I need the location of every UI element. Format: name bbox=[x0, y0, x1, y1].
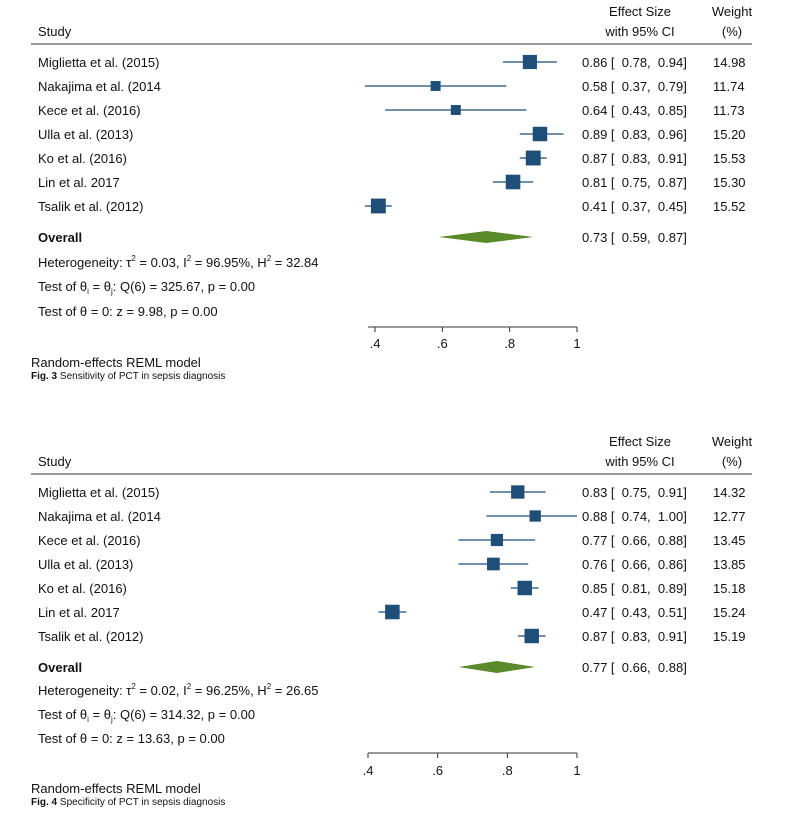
forest-plot-svg: Study Effect Size with 95% CI Weight (%) Migl… bbox=[31, 434, 753, 808]
x-tick-label: .8 bbox=[502, 763, 513, 778]
effect-marker bbox=[385, 604, 400, 620]
x-tick-label: .4 bbox=[370, 336, 381, 351]
weight-value: 13.45 bbox=[713, 533, 746, 548]
weight-value: 15.52 bbox=[713, 199, 746, 214]
x-tick-label: 1 bbox=[573, 336, 580, 351]
effect-size-header: Effect Size bbox=[609, 4, 671, 19]
test-zero-effect: Test of θ = 0: z = 9.98, p = 0.00 bbox=[38, 304, 218, 319]
weight-value: 14.98 bbox=[713, 55, 746, 70]
effect-ci-value: 0.88 [ 0.74, 1.00] bbox=[582, 509, 687, 524]
weight-value: 15.24 bbox=[713, 605, 746, 620]
effect-marker bbox=[524, 628, 539, 644]
weight-value: 15.20 bbox=[713, 127, 746, 142]
study-column-header: Study bbox=[38, 24, 72, 39]
effect-ci-value: 0.76 [ 0.66, 0.86] bbox=[582, 557, 687, 572]
study-name: Ulla et al. (2013) bbox=[38, 127, 133, 142]
effect-marker bbox=[450, 105, 461, 115]
x-tick-label: 1 bbox=[573, 763, 580, 778]
heterogeneity-stats: Heterogeneity: τ2 = 0.02, I2 = 96.25%, H… bbox=[38, 682, 319, 698]
weight-value: 12.77 bbox=[713, 509, 746, 524]
effect-marker bbox=[522, 54, 537, 70]
weight-unit-header: (%) bbox=[722, 454, 742, 469]
model-note: Random-effects REML model bbox=[31, 781, 201, 796]
overall-label: Overall bbox=[38, 660, 82, 675]
study-name: Nakajima et al. (2014 bbox=[38, 79, 161, 94]
weight-value: 15.19 bbox=[713, 629, 746, 644]
effect-marker bbox=[430, 81, 441, 91]
study-name: Lin et al. 2017 bbox=[38, 175, 120, 190]
effect-marker bbox=[517, 580, 532, 596]
effect-ci-value: 0.64 [ 0.43, 0.85] bbox=[582, 103, 687, 118]
study-name: Lin et al. 2017 bbox=[38, 605, 120, 620]
effect-size-header: Effect Size bbox=[609, 434, 671, 449]
model-note: Random-effects REML model bbox=[31, 355, 201, 370]
figure-caption: Fig. 4 Specificity of PCT in sepsis diag… bbox=[31, 797, 225, 808]
overall-label: Overall bbox=[38, 230, 82, 245]
forest-plot-svg: Study Effect Size with 95% CI Weight (%) Migl… bbox=[31, 4, 753, 382]
effect-ci-value: 0.81 [ 0.75, 0.87] bbox=[582, 175, 687, 190]
study-name: Ko et al. (2016) bbox=[38, 581, 127, 596]
effect-marker bbox=[487, 557, 500, 571]
effect-ci-value: 0.41 [ 0.37, 0.45] bbox=[582, 199, 687, 214]
weight-value: 14.32 bbox=[713, 485, 746, 500]
heterogeneity-stats: Heterogeneity: τ2 = 0.03, I2 = 96.95%, H… bbox=[38, 254, 319, 270]
effect-marker bbox=[370, 198, 386, 214]
x-tick-label: .4 bbox=[363, 763, 374, 778]
overall-effect-value: 0.77 [ 0.66, 0.88] bbox=[582, 660, 687, 675]
effect-marker bbox=[490, 533, 503, 547]
overall-effect-value: 0.73 [ 0.59, 0.87] bbox=[582, 230, 687, 245]
effect-marker bbox=[505, 174, 521, 190]
study-name: Miglietta et al. (2015) bbox=[38, 485, 159, 500]
x-tick-label: .8 bbox=[504, 336, 515, 351]
study-name: Ulla et al. (2013) bbox=[38, 557, 133, 572]
figure-caption: Fig. 3 Sensitivity of PCT in sepsis diag… bbox=[31, 371, 225, 382]
overall-diamond bbox=[458, 661, 536, 673]
effect-ci-header: with 95% CI bbox=[604, 24, 674, 39]
forest-plot-specificity: Study Effect Size with 95% CI Weight (%) Migl… bbox=[0, 430, 800, 819]
effect-ci-value: 0.87 [ 0.83, 0.91] bbox=[582, 629, 687, 644]
study-name: Nakajima et al. (2014 bbox=[38, 509, 161, 524]
effect-ci-value: 0.47 [ 0.43, 0.51] bbox=[582, 605, 687, 620]
study-name: Ko et al. (2016) bbox=[38, 151, 127, 166]
weight-unit-header: (%) bbox=[722, 24, 742, 39]
effect-marker bbox=[525, 150, 541, 166]
weight-value: 15.30 bbox=[713, 175, 746, 190]
overall-diamond bbox=[438, 231, 534, 243]
effect-marker bbox=[511, 485, 525, 499]
effect-ci-value: 0.83 [ 0.75, 0.91] bbox=[582, 485, 687, 500]
study-name: Miglietta et al. (2015) bbox=[38, 55, 159, 70]
weight-value: 11.74 bbox=[713, 79, 745, 94]
test-equal-effects: Test of θi = θj: Q(6) = 314.32, p = 0.00 bbox=[38, 707, 255, 724]
x-tick-label: .6 bbox=[437, 336, 448, 351]
study-column-header: Study bbox=[38, 454, 72, 469]
test-equal-effects: Test of θi = θj: Q(6) = 325.67, p = 0.00 bbox=[38, 279, 255, 296]
effect-ci-header: with 95% CI bbox=[604, 454, 674, 469]
effect-ci-value: 0.87 [ 0.83, 0.91] bbox=[582, 151, 687, 166]
effect-marker bbox=[529, 510, 541, 522]
weight-header: Weight bbox=[712, 434, 753, 449]
effect-ci-value: 0.58 [ 0.37, 0.79] bbox=[582, 79, 687, 94]
forest-plot-sensitivity: Study Effect Size with 95% CI Weight (%) Migl… bbox=[31, 4, 753, 382]
study-name: Kece et al. (2016) bbox=[38, 103, 141, 118]
study-name: Kece et al. (2016) bbox=[38, 533, 141, 548]
weight-value: 15.53 bbox=[713, 151, 746, 166]
x-tick-label: .6 bbox=[432, 763, 443, 778]
weight-header: Weight bbox=[712, 4, 753, 19]
effect-ci-value: 0.89 [ 0.83, 0.96] bbox=[582, 127, 687, 142]
study-name: Tsalik et al. (2012) bbox=[38, 629, 144, 644]
effect-ci-value: 0.85 [ 0.81, 0.89] bbox=[582, 581, 687, 596]
study-name: Tsalik et al. (2012) bbox=[38, 199, 144, 214]
test-zero-effect: Test of θ = 0: z = 13.63, p = 0.00 bbox=[38, 731, 225, 746]
weight-value: 11.73 bbox=[713, 103, 745, 118]
effect-marker bbox=[532, 126, 548, 142]
weight-value: 13.85 bbox=[713, 557, 746, 572]
weight-value: 15.18 bbox=[713, 581, 746, 596]
effect-ci-value: 0.86 [ 0.78, 0.94] bbox=[582, 55, 687, 70]
effect-ci-value: 0.77 [ 0.66, 0.88] bbox=[582, 533, 687, 548]
